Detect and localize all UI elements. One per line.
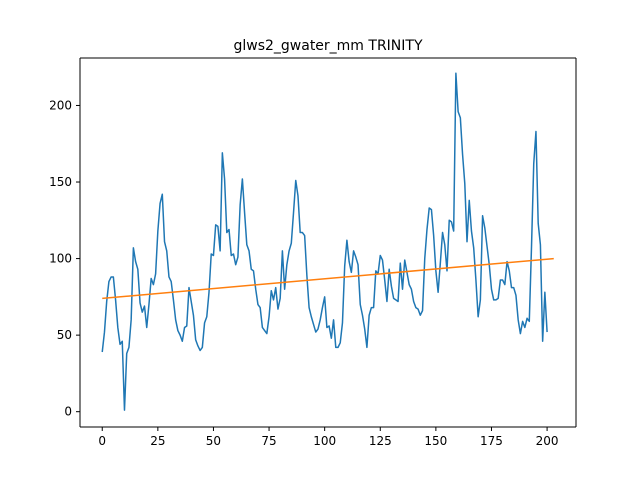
y-tick-label: 100 bbox=[49, 252, 72, 266]
axis-layer bbox=[79, 57, 577, 428]
x-tick-label: 100 bbox=[313, 434, 336, 448]
chart-title: glws2_gwater_mm TRINITY bbox=[233, 38, 422, 54]
ticks-layer: 0 25 50 75 100 125 150 175 200 0 50 100 150 200 bbox=[49, 98, 558, 448]
y-tick-label: 200 bbox=[49, 98, 72, 112]
x-tick-label: 50 bbox=[206, 434, 221, 448]
x-tick-label: 200 bbox=[536, 434, 559, 448]
series-line bbox=[101, 72, 548, 411]
x-tick-label: 150 bbox=[424, 434, 447, 448]
series-layer bbox=[101, 72, 554, 411]
x-tick-label: 125 bbox=[369, 434, 392, 448]
y-tick-label: 0 bbox=[64, 405, 72, 419]
y-tick-label: 150 bbox=[49, 175, 72, 189]
x-tick-label: 0 bbox=[98, 434, 106, 448]
plot-area bbox=[80, 58, 576, 427]
x-tick-label: 175 bbox=[480, 434, 503, 448]
x-tick-label: 25 bbox=[150, 434, 165, 448]
x-tick-label: 75 bbox=[261, 434, 276, 448]
y-tick-label: 50 bbox=[57, 328, 72, 342]
trend-line bbox=[102, 257, 554, 300]
